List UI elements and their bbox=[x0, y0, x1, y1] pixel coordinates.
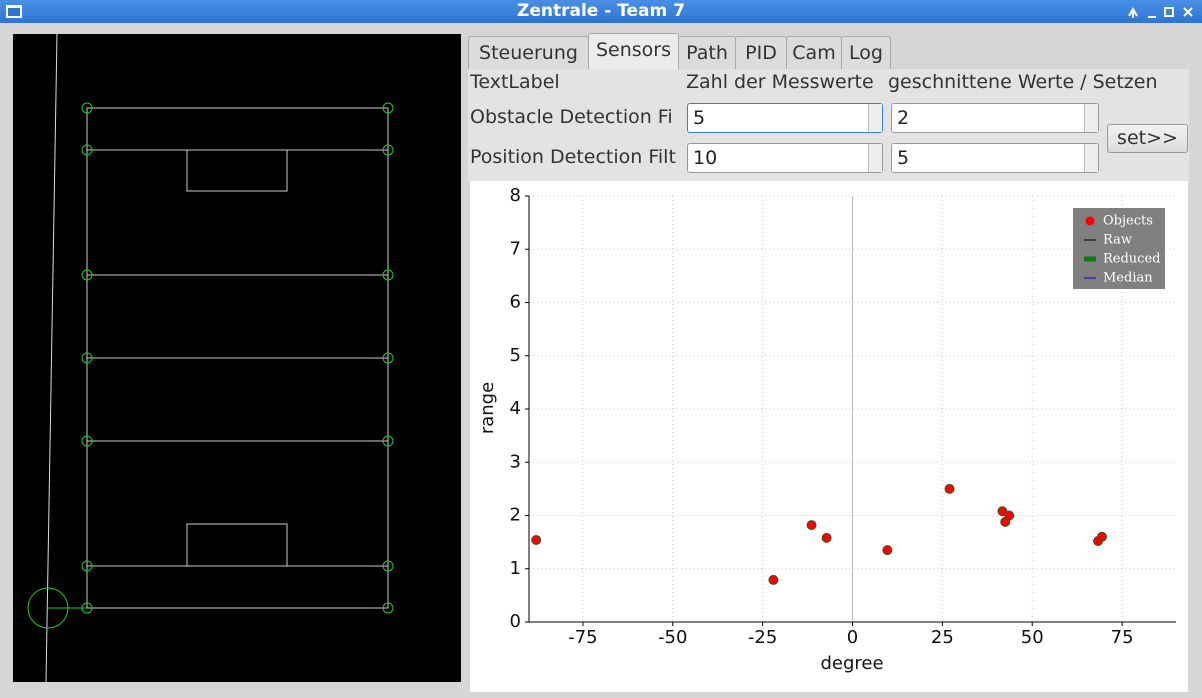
chart: degree range Objects Raw Reduced Median -75… bbox=[470, 181, 1188, 692]
x-tick-label: 25 bbox=[931, 627, 954, 648]
y-tick-label: 4 bbox=[510, 398, 521, 419]
y-tick-label: 1 bbox=[510, 558, 521, 579]
set-button[interactable]: set>> bbox=[1107, 124, 1188, 153]
object-point bbox=[882, 545, 893, 556]
title-bar: Zentrale - Team 7 bbox=[0, 0, 1202, 23]
y-tick-label: 5 bbox=[510, 345, 521, 366]
row-label: Obstacle Detection Fi bbox=[470, 106, 673, 128]
y-tick-label: 2 bbox=[510, 505, 521, 526]
x-tick-label: -25 bbox=[748, 627, 777, 648]
legend-label: Objects bbox=[1103, 214, 1153, 229]
object-point bbox=[768, 574, 779, 585]
legend-label: Reduced bbox=[1103, 252, 1160, 267]
object-point bbox=[944, 483, 955, 494]
object-point bbox=[806, 520, 817, 531]
spin-box[interactable]: 5 bbox=[687, 103, 883, 133]
y-tick-label: 3 bbox=[510, 451, 521, 472]
x-tick-label: -75 bbox=[568, 627, 597, 648]
window-title: Zentrale - Team 7 bbox=[517, 1, 685, 21]
field-view bbox=[13, 34, 461, 682]
x-tick-label: -50 bbox=[658, 627, 687, 648]
window-menu-icon[interactable] bbox=[6, 5, 22, 18]
y-tick-label: 8 bbox=[510, 185, 521, 206]
spin-box[interactable]: 10 bbox=[687, 143, 883, 173]
spin-box[interactable]: 5 bbox=[891, 143, 1099, 173]
x-axis-title: degree bbox=[820, 653, 883, 674]
row-label: Position Detection Filt bbox=[470, 146, 676, 168]
tab[interactable]: Steuerung bbox=[468, 36, 589, 69]
column-header: geschnittene Werte / Setzen bbox=[888, 71, 1158, 93]
tab[interactable]: Cam bbox=[786, 36, 842, 69]
y-tick-label: 7 bbox=[510, 238, 521, 259]
tab[interactable]: Log bbox=[841, 36, 891, 69]
legend-label: Raw bbox=[1103, 233, 1132, 248]
y-tick-label: 0 bbox=[510, 611, 521, 632]
tab[interactable]: PID bbox=[735, 36, 787, 69]
legend-label: Median bbox=[1103, 271, 1153, 286]
object-point bbox=[1004, 510, 1015, 521]
window-controls[interactable] bbox=[1126, 5, 1198, 19]
column-header: Zahl der Messwerte bbox=[686, 71, 874, 93]
object-point bbox=[531, 534, 542, 545]
column-header: TextLabel bbox=[470, 71, 560, 93]
object-point bbox=[1096, 531, 1107, 542]
object-point bbox=[821, 532, 832, 543]
x-tick-label: 0 bbox=[847, 627, 858, 648]
legend-marker bbox=[1085, 216, 1095, 226]
x-tick-label: 50 bbox=[1021, 627, 1044, 648]
y-axis-title: range bbox=[477, 382, 498, 434]
x-tick-label: 75 bbox=[1111, 627, 1134, 648]
y-tick-label: 6 bbox=[510, 292, 521, 313]
tab[interactable]: Path bbox=[678, 36, 736, 69]
tab[interactable]: Sensors bbox=[588, 33, 679, 70]
spin-box[interactable]: 2 bbox=[891, 103, 1099, 133]
